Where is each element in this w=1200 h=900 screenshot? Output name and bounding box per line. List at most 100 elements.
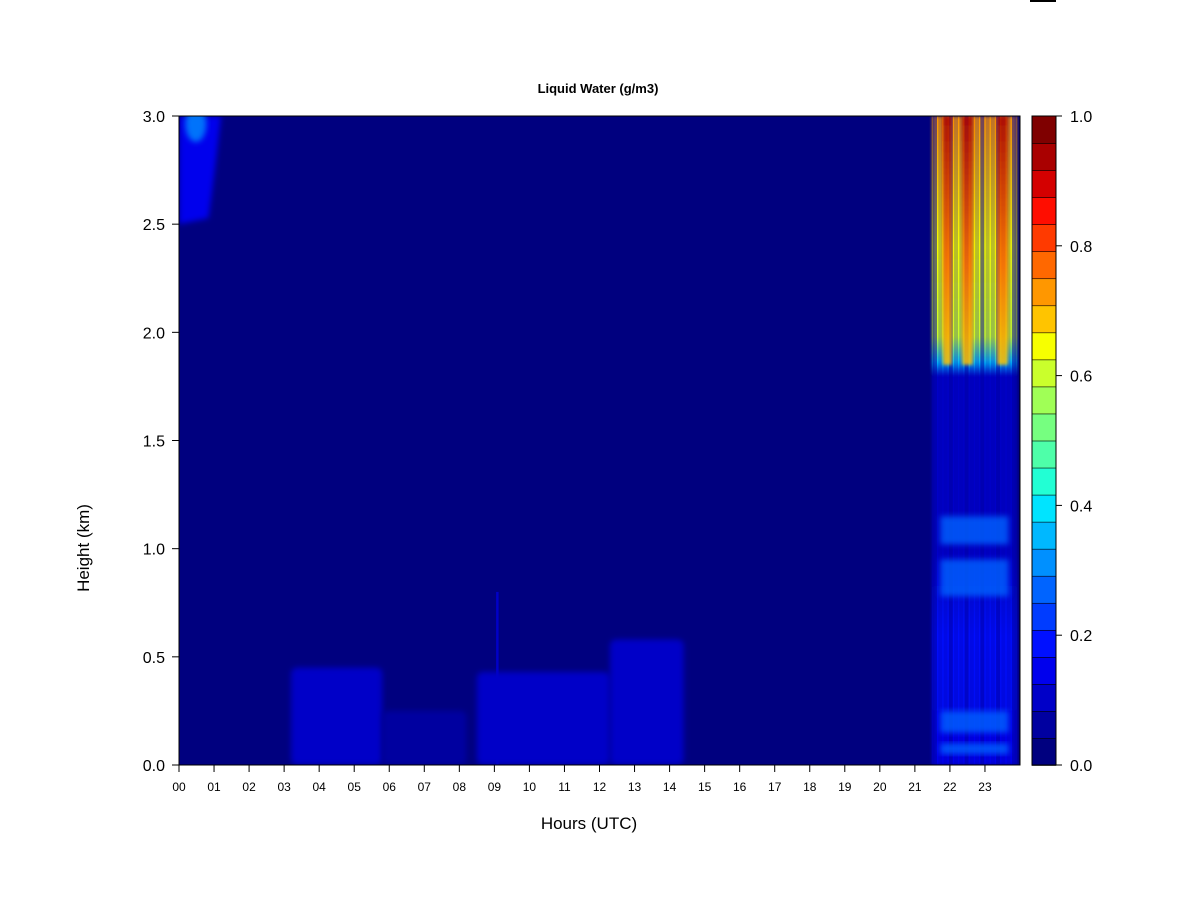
colorbar-tick-label: 1.0 xyxy=(1070,109,1092,126)
colorbar-swatch xyxy=(1031,521,1057,550)
colorbar-frame xyxy=(1031,115,1057,766)
plot-background xyxy=(179,116,1020,765)
heatmap-stripe xyxy=(938,116,943,765)
y-tick-label: 1.0 xyxy=(143,542,165,559)
heatmap-stripe xyxy=(948,116,953,765)
heatmap-stripe xyxy=(1001,116,1006,765)
x-axis: 00 01 02 03 04 05 06 07 08 09 10 11 12 13 14 15 16 17 18 19… xyxy=(172,765,992,794)
colorbar-swatch xyxy=(1031,602,1057,631)
heatmap-band xyxy=(940,559,1009,597)
heatmap-band xyxy=(940,710,1009,733)
heatmap-stripe xyxy=(975,116,980,765)
colorbar-swatch xyxy=(1031,467,1057,496)
x-tick-label: 11 xyxy=(558,780,571,794)
colorbar-tick-label: 0.6 xyxy=(1070,369,1092,386)
heatmap-band xyxy=(940,743,1009,755)
x-tick-label: 12 xyxy=(593,780,607,794)
colorbar-tick-label: 0.0 xyxy=(1070,758,1092,775)
heatmap-region-3 xyxy=(476,671,611,765)
colorbar-swatch xyxy=(1031,413,1057,442)
x-tick-label: 16 xyxy=(733,780,747,794)
colorbar-swatch xyxy=(1031,359,1057,388)
x-tick-label: 00 xyxy=(172,780,186,794)
x-tick-label: 02 xyxy=(242,780,256,794)
colorbar-swatch xyxy=(1031,169,1057,198)
heatmap-band xyxy=(940,516,1009,545)
heatmap-region-2 xyxy=(382,710,467,765)
colorbar-swatch xyxy=(1031,250,1057,280)
x-tick-label: 19 xyxy=(838,780,852,794)
heatmap-stripe xyxy=(943,116,948,765)
heatmap-region-7 xyxy=(942,116,952,365)
x-tick-label: 15 xyxy=(698,780,712,794)
colorbar-tick-label: 0.2 xyxy=(1070,628,1092,645)
colorbar-swatch xyxy=(1031,737,1057,766)
colorbar-tick-label: 0.8 xyxy=(1070,239,1092,256)
colorbar-swatch xyxy=(1031,440,1057,469)
colorbar: 0.0 0.2 0.4 0.6 0.8 1.0 xyxy=(1031,109,1092,775)
colorbar-swatch xyxy=(1031,332,1057,361)
colorbar-swatch xyxy=(1031,304,1057,334)
corner-mark xyxy=(1030,0,1056,2)
heatmap-stripe xyxy=(969,116,974,765)
colorbar-swatch xyxy=(1031,277,1057,307)
y-axis-label: Height (km) xyxy=(74,504,93,592)
colorbar-swatch xyxy=(1031,115,1057,144)
heatmap-stripe xyxy=(964,116,969,765)
x-tick-label: 18 xyxy=(803,780,817,794)
x-tick-label: 20 xyxy=(873,780,887,794)
heatmap-stripe xyxy=(980,116,985,765)
colorbar-swatch xyxy=(1031,683,1057,712)
colorbar-swatch xyxy=(1031,494,1057,523)
colorbar-swatch xyxy=(1031,710,1057,739)
x-tick-label: 07 xyxy=(418,780,432,794)
heatmap-stripe xyxy=(954,116,959,765)
x-tick-label: 08 xyxy=(453,780,467,794)
colorbar-swatch xyxy=(1031,656,1057,685)
colorbar-swatch xyxy=(1031,575,1057,604)
heatmap-region-5 xyxy=(496,591,499,765)
x-tick-label: 01 xyxy=(207,780,221,794)
heatmap-stripe xyxy=(990,116,995,765)
y-axis: 0.0 0.5 1.0 1.5 2.0 2.5 3.0 xyxy=(143,109,179,775)
plot-content xyxy=(179,116,1017,765)
x-tick-label: 13 xyxy=(628,780,642,794)
y-tick-label: 0.5 xyxy=(143,650,165,667)
heatmap-region-9 xyxy=(997,116,1008,365)
heatmap-stripe xyxy=(996,116,1001,765)
colorbar-swatch xyxy=(1031,223,1057,253)
colorbar-swatch xyxy=(1031,548,1057,577)
x-axis-label: Hours (UTC) xyxy=(541,814,637,833)
colorbar-swatch xyxy=(1031,629,1057,658)
y-tick-label: 2.0 xyxy=(143,325,165,342)
heatmap-region-4 xyxy=(610,639,684,765)
y-tick-label: 3.0 xyxy=(143,109,165,126)
heatmap-region-1 xyxy=(291,667,383,765)
x-tick-label: 03 xyxy=(277,780,291,794)
x-tick-label: 14 xyxy=(663,780,677,794)
colorbar-swatch xyxy=(1031,196,1057,225)
chart-title: Liquid Water (g/m3) xyxy=(538,81,659,96)
y-tick-label: 2.5 xyxy=(143,217,165,234)
heatmap-region-8 xyxy=(962,116,973,365)
colorbar-tick-label: 0.4 xyxy=(1070,498,1092,515)
heatmap-stripe xyxy=(959,116,964,765)
y-tick-label: 1.5 xyxy=(143,434,165,451)
y-tick-label: 0.0 xyxy=(143,758,165,775)
heatmap-stripe xyxy=(933,116,938,765)
x-tick-label: 04 xyxy=(312,780,326,794)
x-tick-label: 05 xyxy=(348,780,362,794)
heatmap-region-core xyxy=(185,116,207,142)
x-tick-label: 21 xyxy=(908,780,922,794)
x-tick-label: 10 xyxy=(523,780,537,794)
x-tick-label: 23 xyxy=(978,780,992,794)
colorbar-swatch xyxy=(1031,386,1057,415)
x-tick-label: 09 xyxy=(488,780,502,794)
heatmap-stripe xyxy=(1011,116,1016,765)
x-tick-label: 17 xyxy=(768,780,782,794)
colorbar-swatch xyxy=(1031,142,1057,171)
x-tick-label: 06 xyxy=(383,780,397,794)
heatmap-stripe xyxy=(985,116,990,765)
